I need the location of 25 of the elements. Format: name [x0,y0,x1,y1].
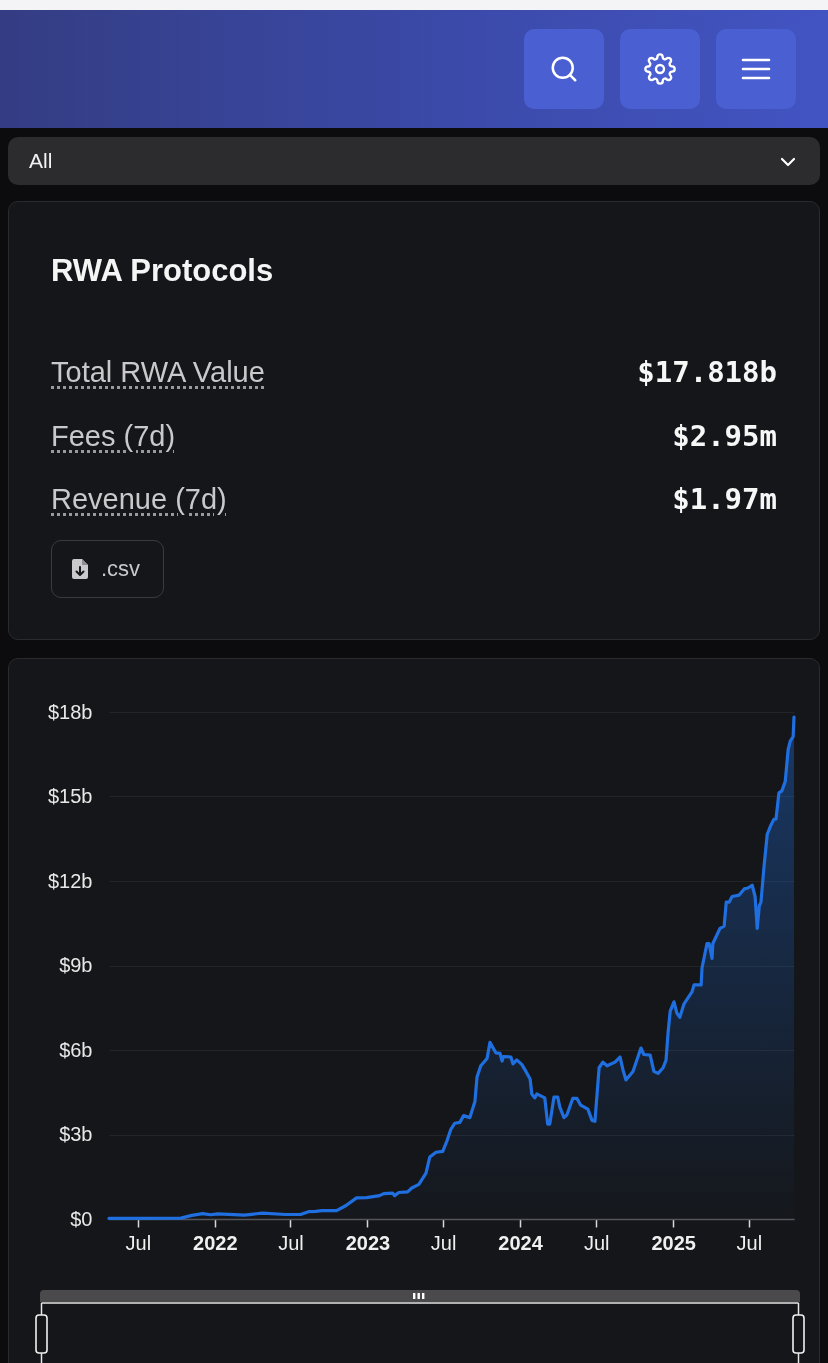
y-tick-label: $15b [48,785,93,807]
text: $17.818b [637,355,777,389]
text: RWA Protocols [51,252,274,290]
text: Revenue (7d) [51,482,227,516]
text: $2.95m [672,419,777,453]
x-tick-label: Jul [278,1231,304,1254]
x-tick-label: Jul [125,1231,152,1254]
x-tick-label: Jul [583,1231,610,1254]
y-tick-label: $18b [48,700,93,723]
text: Total RWA Value [51,355,265,389]
x-tick-label: 2024 [498,1231,544,1254]
x-tick-label: Jul [736,1231,763,1254]
text: $1.97m [672,482,777,516]
y-tick-label: $6b [59,1038,93,1061]
y-tick-label: $3b [59,1123,93,1145]
y-tick-label: $9b [59,954,93,976]
y-tick-label: $0 [70,1207,93,1230]
x-tick-label: 2025 [651,1231,696,1254]
x-tick-label: 2022 [193,1231,238,1254]
x-tick-label: 2023 [345,1231,391,1254]
dropdown: All [8,137,820,185]
y-tick-label: $12b [48,869,93,892]
x-tick-label: Jul [430,1231,457,1254]
download-button: .csv [51,540,164,598]
text: Fees (7d) [51,419,176,453]
